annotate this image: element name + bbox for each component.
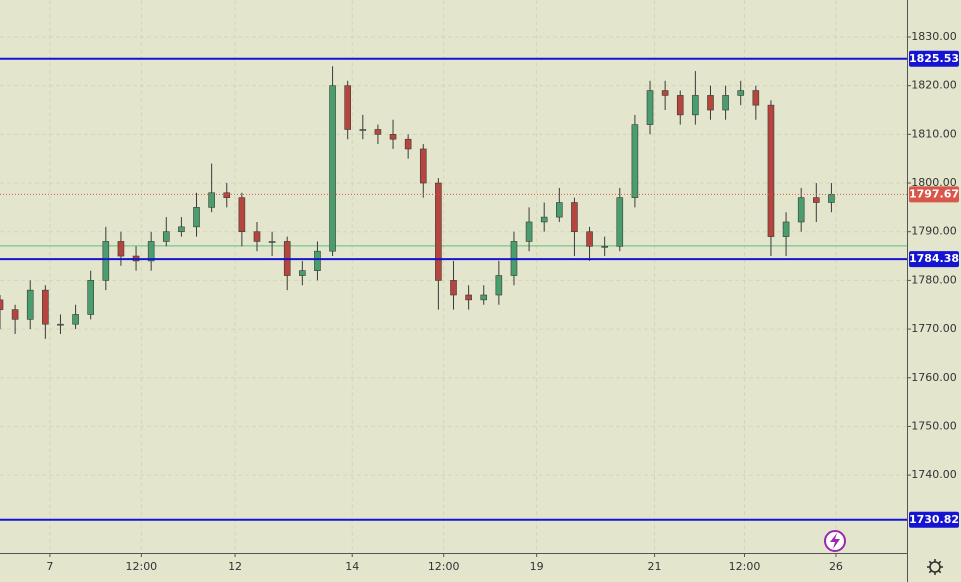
y-tick-label: 1810.00 <box>911 127 957 140</box>
last-price-label: 1797.67 <box>909 187 959 200</box>
candle-body <box>540 216 548 223</box>
alert-icon[interactable] <box>824 530 846 552</box>
settings-icon[interactable] <box>927 559 943 575</box>
x-tick-label: 7 <box>46 560 53 573</box>
candle-body <box>102 241 110 281</box>
candle-body <box>601 246 608 248</box>
candle-body <box>223 192 231 198</box>
candle-body <box>11 309 19 320</box>
candle-body <box>178 226 185 233</box>
candle-body <box>268 241 276 243</box>
y-tick-label: 1790.00 <box>911 225 957 238</box>
candle-body <box>465 294 472 301</box>
y-tick-label: 1740.00 <box>911 468 957 481</box>
candle-body <box>162 231 170 242</box>
candle-body <box>692 95 699 116</box>
x-tick-label: 19 <box>530 560 544 573</box>
level-label: 1730.82 <box>909 513 959 526</box>
candle-body <box>344 85 351 130</box>
candle-body <box>556 202 563 218</box>
candle-body <box>646 90 654 125</box>
candle-body <box>374 129 382 135</box>
x-tick-label: 12:00 <box>729 560 761 573</box>
candle-body <box>797 197 805 223</box>
candle-body <box>117 241 125 257</box>
y-tick-label: 1780.00 <box>911 273 957 286</box>
candle-body <box>389 134 397 140</box>
candle-body <box>404 138 412 150</box>
candle-body <box>616 197 624 247</box>
candle-body <box>707 95 714 111</box>
candle-body <box>782 221 790 237</box>
y-tick-label: 1800.00 <box>911 176 957 189</box>
candle-body <box>208 192 215 208</box>
candle-body <box>359 129 367 131</box>
candle-body <box>828 194 835 203</box>
candle-body <box>480 294 488 301</box>
candle-body <box>586 231 593 247</box>
candle-body <box>676 95 684 116</box>
y-tick-label: 1760.00 <box>911 371 957 384</box>
candle-body <box>812 197 820 203</box>
x-tick-label: 26 <box>829 560 843 573</box>
candle-body <box>450 280 457 296</box>
candle-body <box>314 250 321 271</box>
y-tick-label: 1830.00 <box>911 30 957 43</box>
y-tick-label: 1770.00 <box>911 322 957 335</box>
candle-body <box>767 104 775 237</box>
y-tick-label: 1750.00 <box>911 419 957 432</box>
candle-body <box>26 289 34 320</box>
candle-body <box>0 299 4 310</box>
axes: 1740.00 1750.00 1760.00 1770.00 1780.00 1790.… <box>46 30 959 573</box>
candle-body <box>329 85 336 252</box>
x-tick-label: 12:00 <box>428 560 460 573</box>
candle-body <box>238 197 246 233</box>
x-tick-label: 21 <box>648 560 662 573</box>
x-tick-label: 14 <box>345 560 359 573</box>
candle-body <box>435 182 442 281</box>
candle-body <box>571 202 578 233</box>
candle-body <box>193 207 200 228</box>
candle-body <box>57 323 64 326</box>
y-tick-label: 1820.00 <box>911 79 957 92</box>
level-label: 1825.53 <box>909 52 959 65</box>
plot <box>0 57 907 521</box>
candle-body <box>722 95 729 111</box>
candle-body <box>72 314 79 325</box>
candle-body <box>495 275 503 296</box>
level-tag <box>909 251 959 268</box>
level-label: 1784.38 <box>909 252 959 265</box>
candle-body <box>253 231 261 242</box>
x-tick-label: 12 <box>228 560 242 573</box>
candle-body <box>42 289 49 325</box>
candle-body <box>661 90 669 96</box>
grid <box>0 0 907 553</box>
candle-body <box>147 241 155 262</box>
candle-body <box>525 221 533 242</box>
candle-body <box>299 270 306 276</box>
last-price-tag <box>909 186 959 203</box>
candle-body <box>87 280 94 315</box>
level-tag <box>909 50 959 67</box>
candle-body <box>631 124 639 198</box>
candle-body <box>419 148 427 184</box>
level-tag <box>909 511 959 528</box>
candle-body <box>737 90 745 96</box>
candle-body <box>752 90 760 106</box>
x-tick-label: 12:00 <box>125 560 157 573</box>
